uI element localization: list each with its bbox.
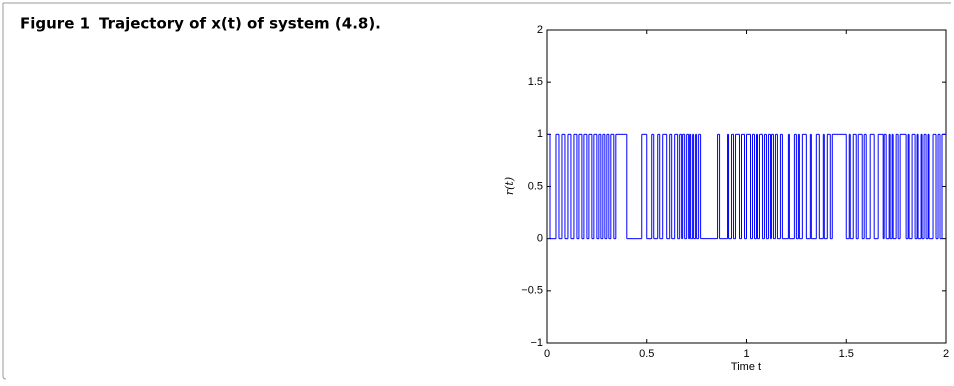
y-tick-label: 0	[537, 233, 543, 245]
y-tick-label: 1.5	[528, 76, 543, 88]
x-tick-label: 1	[743, 348, 749, 360]
y-axis-label: r(t)	[503, 177, 516, 195]
x-tick-label: 0.5	[639, 348, 654, 360]
figure-label: Figure 1	[20, 15, 90, 33]
x-axis-label: Time t	[731, 361, 761, 373]
y-tick-label: 0.5	[528, 180, 543, 192]
y-tick-label: −1	[530, 337, 543, 349]
y-tick-label: 2	[537, 24, 543, 36]
frame	[2, 2, 951, 380]
caption: Trajectory of x(t) of system (4.8).	[99, 15, 381, 33]
y-tick-label: 1	[537, 128, 543, 140]
x-tick-label: 2	[943, 348, 949, 360]
y-tick-label: −0.5	[521, 285, 543, 297]
x-tick-label: 1.5	[839, 348, 854, 360]
x-tick-label: 0	[544, 348, 550, 360]
